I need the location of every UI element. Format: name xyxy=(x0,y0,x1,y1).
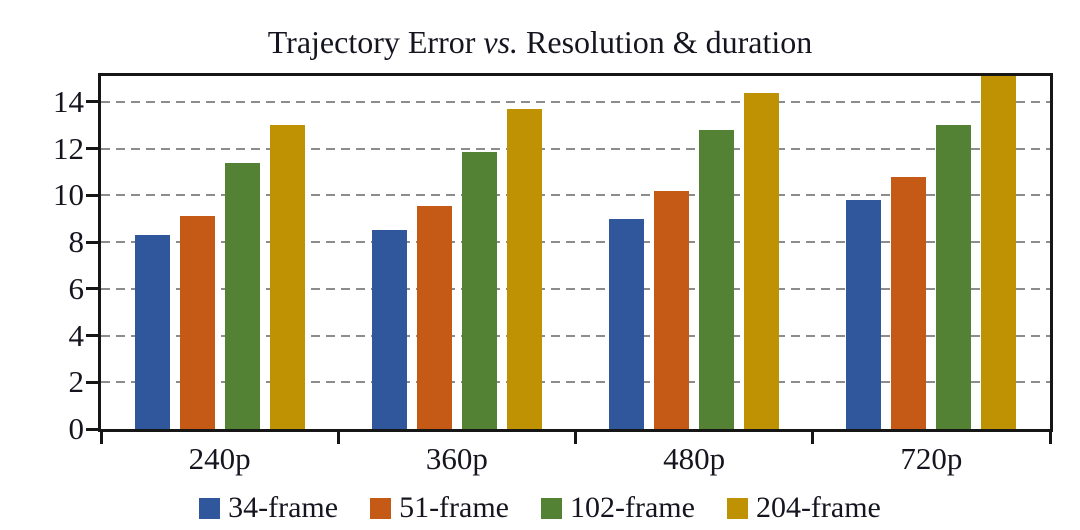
legend-swatch-icon-102-frame xyxy=(541,497,562,519)
x-tick-3 xyxy=(811,432,815,444)
legend-item-102-frame: 102-frame xyxy=(541,492,695,524)
bar-204-frame-360p xyxy=(506,108,542,429)
bar-51-frame-240p xyxy=(179,216,215,429)
legend-item-34-frame: 34-frame xyxy=(199,492,338,524)
x-axis-label-360p: 360p xyxy=(425,441,488,476)
y-tick-10 xyxy=(86,193,101,197)
chart-title-text: Trajectory Error xyxy=(267,24,484,60)
bar-group-720p xyxy=(813,76,1050,429)
legend-label-102-frame: 102-frame xyxy=(570,491,695,524)
legend-swatch-icon-204-frame xyxy=(726,497,748,519)
bar-102-frame-240p xyxy=(224,162,260,429)
y-tick-0 xyxy=(86,427,101,431)
bar-group-480p xyxy=(576,76,813,429)
bar-204-frame-480p xyxy=(744,92,780,429)
x-tick-1 xyxy=(336,432,340,444)
plot-area xyxy=(86,73,1053,444)
bar-51-frame-720p xyxy=(891,176,927,429)
gridline-y-14 xyxy=(101,100,1050,103)
x-axis-label-720p: 720p xyxy=(900,441,963,476)
x-tick-2 xyxy=(574,432,577,444)
bar-groups xyxy=(101,76,1050,429)
legend-item-204-frame: 204-frame xyxy=(726,491,881,524)
y-axis-label-8: 8 xyxy=(68,224,85,260)
bar-102-frame-480p xyxy=(699,129,735,429)
gridline-y-12 xyxy=(101,147,1050,150)
x-tick-0 xyxy=(99,432,103,444)
bar-51-frame-360p xyxy=(416,205,452,429)
bar-34-frame-360p xyxy=(371,230,407,429)
y-tick-8 xyxy=(86,240,101,244)
bar-102-frame-720p xyxy=(936,125,972,429)
legend-label-204-frame: 204-frame xyxy=(755,491,881,524)
y-axis-label-2: 2 xyxy=(68,364,85,400)
y-axis-label-4: 4 xyxy=(68,317,85,353)
gridline-y-2 xyxy=(101,381,1050,384)
y-tick-12 xyxy=(86,147,101,151)
y-axis-label-10: 10 xyxy=(53,177,84,213)
bar-group-240p xyxy=(101,76,338,429)
y-tick-4 xyxy=(86,334,101,338)
bar-34-frame-720p xyxy=(846,200,882,429)
bar-204-frame-240p xyxy=(269,125,305,429)
y-axis-label-0: 0 xyxy=(68,411,85,446)
gridline-y-4 xyxy=(101,334,1050,337)
chart-title-italic-vs: vs. xyxy=(483,24,519,60)
legend-item-51-frame: 51-frame xyxy=(370,492,509,524)
x-axis-label-240p: 240p xyxy=(188,441,251,476)
bar-51-frame-480p xyxy=(654,190,690,429)
chart-title-text-end: Resolution & duration xyxy=(518,24,813,60)
y-tick-6 xyxy=(86,287,101,291)
bar-34-frame-480p xyxy=(609,218,645,429)
legend-label-34-frame: 34-frame xyxy=(228,491,339,524)
legend: 34-frame 51-frame 102-frame 204-frame xyxy=(0,490,1080,526)
y-axis-label-14: 14 xyxy=(53,83,84,119)
gridline-y-8 xyxy=(101,241,1050,244)
y-tick-2 xyxy=(86,380,101,384)
bar-102-frame-360p xyxy=(461,152,497,429)
legend-swatch-icon-51-frame xyxy=(370,497,392,519)
gridline-y-6 xyxy=(101,287,1050,290)
bar-group-360p xyxy=(338,76,575,429)
y-axis-label-6: 6 xyxy=(68,270,85,306)
y-tick-14 xyxy=(86,100,101,104)
bar-34-frame-240p xyxy=(134,235,170,429)
chart-title: Trajectory Error vs. Resolution & durati… xyxy=(0,22,1080,62)
x-axis-label-480p: 480p xyxy=(663,441,726,476)
gridline-y-10 xyxy=(101,194,1050,197)
legend-swatch-icon-34-frame xyxy=(199,497,221,519)
legend-label-51-frame: 51-frame xyxy=(399,491,509,524)
y-axis-label-12: 12 xyxy=(53,130,84,166)
bar-204-frame-720p xyxy=(981,76,1017,429)
x-tick-end xyxy=(1048,432,1052,444)
